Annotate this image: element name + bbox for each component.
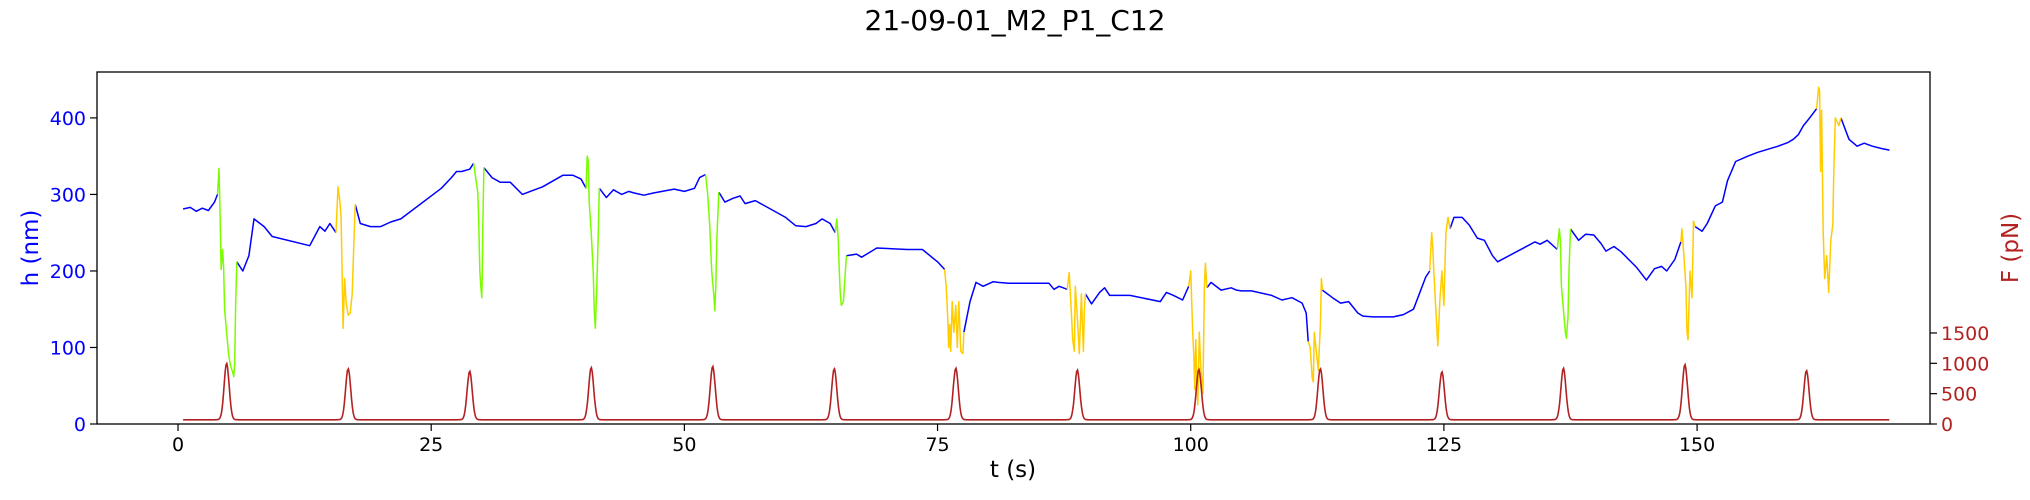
series-pulse_b-segment-2 <box>1066 271 1087 355</box>
y2-tick-label-1500: 1500 <box>1941 323 1989 345</box>
y2-tick-label-0: 0 <box>1941 414 1953 436</box>
y-axis-h: 0 100 200 300 400 <box>50 108 97 436</box>
series-pulse_b-segment-4 <box>1307 277 1324 383</box>
series-pulse_b-segment-0 <box>335 186 356 330</box>
series-pulse_a-segment-3 <box>704 174 720 312</box>
series-pulse_a-segment-0 <box>216 167 238 378</box>
y2-tick-label-1000: 1000 <box>1941 353 1989 375</box>
series-rest-segment-12 <box>1569 228 1682 281</box>
series-rest-segment-11 <box>1449 216 1558 263</box>
series-rest-segment-10 <box>1321 270 1431 318</box>
series-pulse_a-segment-1 <box>472 163 485 299</box>
series-rest-segment-7 <box>963 280 1068 333</box>
x-axis: 0 25 50 75 100 125 150 <box>172 424 1715 456</box>
plot-frame <box>96 71 1931 425</box>
series-rest-segment-0 <box>182 194 219 213</box>
y-tick-label-200: 200 <box>50 261 86 283</box>
series-rest-segment-2 <box>354 162 475 228</box>
y-axis-label: h (nm) <box>18 210 44 287</box>
series-rest-segment-13 <box>1694 108 1818 232</box>
series-pulse_b-segment-6 <box>1680 220 1696 341</box>
y2-axis-label: F (pN) <box>1998 213 2024 283</box>
series-rest-segment-1 <box>236 218 337 272</box>
series-pulse_b-segment-3 <box>1187 262 1208 406</box>
series-rest-segment-3 <box>483 167 587 196</box>
x-tick-label-100: 100 <box>1173 434 1209 456</box>
series-pulse_b-segment-7 <box>1815 86 1842 294</box>
series-pulse_b-segment-1 <box>943 269 965 355</box>
series-pulse_a-segment-2 <box>585 155 601 330</box>
y-tick-label-0: 0 <box>74 414 86 436</box>
plot-area <box>96 71 1931 425</box>
x-tick-label-75: 75 <box>925 434 949 456</box>
y-tick-label-100: 100 <box>50 337 86 359</box>
series-pulse_b-segment-5 <box>1428 216 1451 347</box>
series-rest-segment-4 <box>598 173 706 199</box>
series-pulse_a-segment-4 <box>834 218 848 307</box>
series-layer <box>182 86 1890 421</box>
y-tick-label-300: 300 <box>50 184 86 206</box>
y-tick-label-400: 400 <box>50 108 86 130</box>
series-rest-segment-5 <box>718 191 836 234</box>
series-rest-segment-6 <box>846 247 946 270</box>
x-tick-label-0: 0 <box>172 434 184 456</box>
x-tick-label-125: 125 <box>1426 434 1462 456</box>
x-tick-label-150: 150 <box>1679 434 1715 456</box>
series-force-line <box>183 361 1890 421</box>
y2-tick-label-500: 500 <box>1941 384 1977 406</box>
y-axis-force: 0 500 1000 1500 <box>1930 323 1989 436</box>
chart-title: 21-09-01_M2_P1_C12 <box>865 4 1166 37</box>
series-pulse_a-segment-5 <box>1556 228 1572 340</box>
series-rest-segment-9 <box>1206 281 1309 342</box>
series-rest-segment-14 <box>1840 117 1890 151</box>
x-tick-label-50: 50 <box>672 434 696 456</box>
x-axis-label: t (s) <box>990 457 1036 483</box>
series-rest-segment-8 <box>1084 285 1190 305</box>
x-tick-label-25: 25 <box>419 434 443 456</box>
